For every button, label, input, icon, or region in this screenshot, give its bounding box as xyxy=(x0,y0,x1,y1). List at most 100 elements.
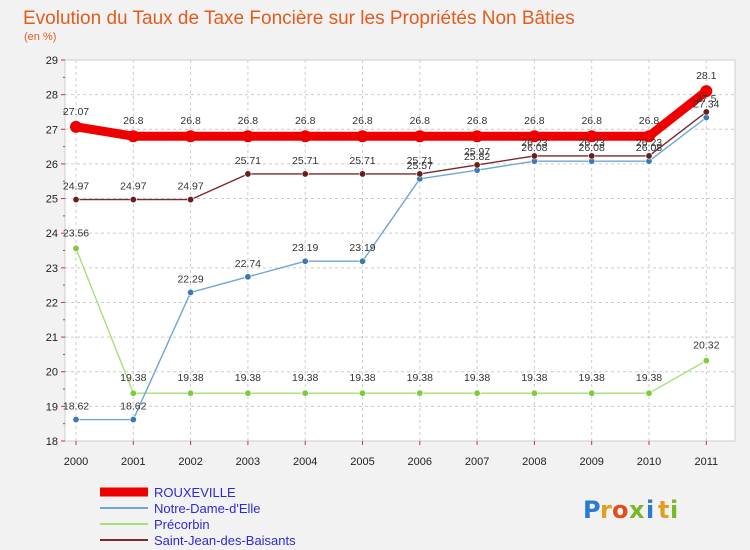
data-point xyxy=(301,257,309,265)
x-tick-label: 2011 xyxy=(694,456,718,468)
data-point xyxy=(187,196,195,204)
y-tick-label: 28 xyxy=(46,90,58,102)
logo-letter: x xyxy=(629,496,645,524)
data-point xyxy=(244,170,252,178)
data-label: 19.38 xyxy=(177,372,203,384)
data-point xyxy=(127,130,140,143)
data-label: 23.19 xyxy=(349,242,375,254)
data-point xyxy=(416,170,424,178)
x-tick-label: 2006 xyxy=(408,456,432,468)
y-tick-label: 27 xyxy=(46,124,58,136)
data-point xyxy=(700,85,713,98)
x-tick-label: 2000 xyxy=(64,456,88,468)
data-point xyxy=(585,130,598,143)
data-label: 26.8 xyxy=(581,115,602,127)
data-point xyxy=(471,130,484,143)
data-point xyxy=(356,130,369,143)
y-axis-ticks: 18 19 20 21 22 23 24 25 26 27 28 29 xyxy=(46,55,65,448)
data-label: 19.38 xyxy=(235,372,261,384)
series-line-3 xyxy=(75,111,707,201)
data-label: 24.97 xyxy=(63,181,89,193)
data-point xyxy=(72,196,80,204)
y-tick-label: 23 xyxy=(46,263,58,275)
data-point xyxy=(301,389,309,397)
data-label: 28.1 xyxy=(696,70,717,82)
chart-title: Evolution du Taux de Taxe Foncière sur l… xyxy=(23,8,575,29)
data-label: 27.34 xyxy=(693,98,719,110)
series-line-1 xyxy=(75,116,707,421)
data-point xyxy=(70,120,82,133)
data-point xyxy=(129,389,137,397)
data-label: 26.8 xyxy=(410,115,431,127)
data-label: 19.38 xyxy=(521,372,547,384)
data-point xyxy=(241,130,254,143)
data-point xyxy=(416,389,424,397)
data-label: 24.97 xyxy=(177,181,203,193)
data-label: 25.82 xyxy=(464,151,490,163)
data-point xyxy=(299,130,312,143)
x-tick-label: 2003 xyxy=(236,456,260,468)
data-label: 24.97 xyxy=(120,181,146,193)
data-point xyxy=(530,152,538,160)
x-tick-label: 2008 xyxy=(522,456,546,468)
data-label: 26.23 xyxy=(636,137,662,149)
data-point xyxy=(358,389,366,397)
x-tick-label: 2001 xyxy=(121,456,145,468)
grid-lines xyxy=(65,59,735,442)
data-label: 18.62 xyxy=(120,401,146,413)
data-label: 19.38 xyxy=(120,372,146,384)
legend-label: Notre-Dame-d'Elle xyxy=(154,501,261,516)
data-point xyxy=(187,389,195,397)
data-point xyxy=(187,288,195,296)
x-tick-label: 2005 xyxy=(350,456,374,468)
y-tick-label: 29 xyxy=(46,55,58,67)
data-label: 26.8 xyxy=(352,115,373,127)
plot-background xyxy=(64,59,736,442)
data-point xyxy=(473,389,481,397)
y-tick-label: 20 xyxy=(46,367,58,379)
data-label: 25.71 xyxy=(235,155,261,167)
data-point xyxy=(184,130,197,143)
data-label: 19.38 xyxy=(579,372,605,384)
data-point xyxy=(244,389,252,397)
data-label: 25.71 xyxy=(349,155,375,167)
data-label: 25.57 xyxy=(407,160,433,172)
data-label: 26.8 xyxy=(467,115,488,127)
y-tick-label: 25 xyxy=(46,194,58,206)
logo-letter: i xyxy=(646,496,654,524)
data-label: 26.8 xyxy=(238,115,259,127)
data-point xyxy=(588,152,596,160)
data-point xyxy=(530,389,538,397)
logo-letter: t xyxy=(658,496,669,524)
y-tick-label: 24 xyxy=(46,228,58,240)
data-label: 26.08 xyxy=(636,142,662,154)
data-point xyxy=(645,152,653,160)
data-point xyxy=(588,389,596,397)
logo-letter: P xyxy=(583,496,601,524)
data-point xyxy=(358,170,366,178)
y-tick-label: 22 xyxy=(46,297,58,309)
data-label: 19.38 xyxy=(464,372,490,384)
x-tick-label: 2010 xyxy=(637,456,661,468)
data-point xyxy=(358,257,366,265)
data-point xyxy=(702,108,710,116)
data-label: 25.71 xyxy=(407,155,433,167)
data-point xyxy=(72,244,80,252)
data-point xyxy=(473,161,481,169)
legend: ROUXEVILLENotre-Dame-d'EllePrécorbinSain… xyxy=(100,485,296,548)
series-line-0 xyxy=(71,86,711,141)
data-label: 26.8 xyxy=(639,115,660,127)
x-tick-label: 2009 xyxy=(579,456,603,468)
legend-label: ROUXEVILLE xyxy=(154,485,236,500)
data-label: 23.19 xyxy=(292,242,318,254)
data-label: 26.23 xyxy=(579,137,605,149)
data-point xyxy=(129,416,137,424)
data-label: 26.8 xyxy=(524,115,545,127)
logo-letter: r xyxy=(600,496,612,524)
logo-letter: i xyxy=(670,496,678,524)
data-label: 19.38 xyxy=(407,372,433,384)
data-label: 23.56 xyxy=(63,227,89,239)
series-group xyxy=(70,85,713,424)
